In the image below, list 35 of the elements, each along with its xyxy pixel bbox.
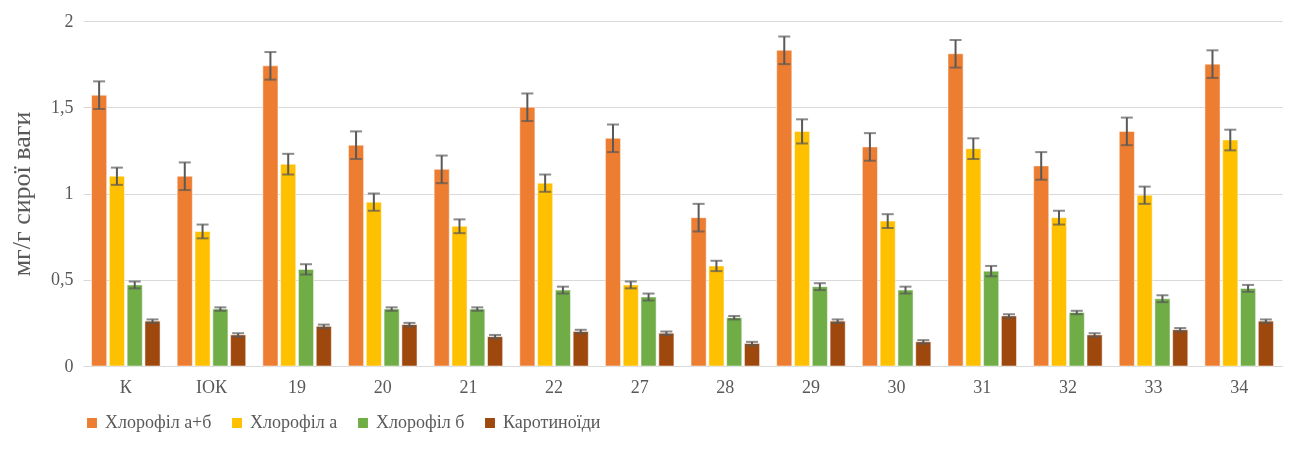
x-tick-label: 32 <box>1058 376 1077 397</box>
legend-label: Каротиноїди <box>503 412 601 432</box>
bar <box>109 176 125 367</box>
y-tick-label: 1 <box>64 183 74 203</box>
bar <box>1258 320 1274 367</box>
y-tick-label: 0,5 <box>51 269 74 290</box>
bar <box>1051 217 1067 367</box>
bar <box>91 94 107 367</box>
x-tick-label: 30 <box>887 376 906 397</box>
y-tick-label: 2 <box>64 10 74 31</box>
x-tick-label: 34 <box>1230 376 1249 397</box>
bar <box>794 131 810 367</box>
bar <box>1001 315 1017 367</box>
x-tick-label: 27 <box>630 376 649 397</box>
x-tick-label: 19 <box>288 376 307 397</box>
y-tick-label: 1,5 <box>51 96 74 117</box>
bar <box>1033 165 1050 367</box>
bar <box>605 138 621 367</box>
x-tick-label: 33 <box>1144 376 1163 397</box>
bar <box>298 269 314 367</box>
y-tick-label: 0 <box>64 355 74 376</box>
legend-label: Хлорофіл а+б <box>105 412 212 432</box>
x-tick-label: 31 <box>973 376 992 397</box>
x-tick-label: 28 <box>716 376 735 397</box>
legend-label: Хлорофіл б <box>376 412 465 432</box>
bar <box>348 144 364 367</box>
x-tick-label: К <box>119 376 133 397</box>
x-tick-label: 20 <box>373 376 392 397</box>
x-tick-label: 22 <box>545 376 564 397</box>
legend-label: Хлорофіл а <box>250 412 338 432</box>
y-axis-title: мг/г сирої ваги <box>7 111 36 277</box>
bar <box>776 50 793 367</box>
x-tick-label: ІОК <box>195 376 228 397</box>
x-tick-label: 21 <box>459 376 478 397</box>
x-tick-label: 29 <box>801 376 820 397</box>
